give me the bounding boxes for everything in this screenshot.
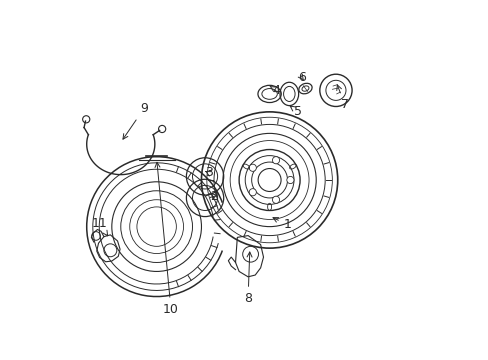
Circle shape xyxy=(319,74,351,107)
Text: 9: 9 xyxy=(122,102,148,139)
Text: 3: 3 xyxy=(204,166,212,179)
Text: 10: 10 xyxy=(155,162,179,316)
Text: 5: 5 xyxy=(289,105,302,118)
Circle shape xyxy=(249,189,256,196)
Circle shape xyxy=(249,164,256,171)
Text: 11: 11 xyxy=(91,217,107,236)
Ellipse shape xyxy=(298,83,311,94)
Circle shape xyxy=(272,196,279,203)
Text: 2: 2 xyxy=(210,190,218,203)
Text: 6: 6 xyxy=(297,71,305,84)
Text: 7: 7 xyxy=(336,85,348,111)
Text: 4: 4 xyxy=(269,84,280,97)
Text: 8: 8 xyxy=(244,252,252,305)
Circle shape xyxy=(286,176,293,184)
Circle shape xyxy=(272,157,279,164)
Text: 1: 1 xyxy=(272,217,291,231)
